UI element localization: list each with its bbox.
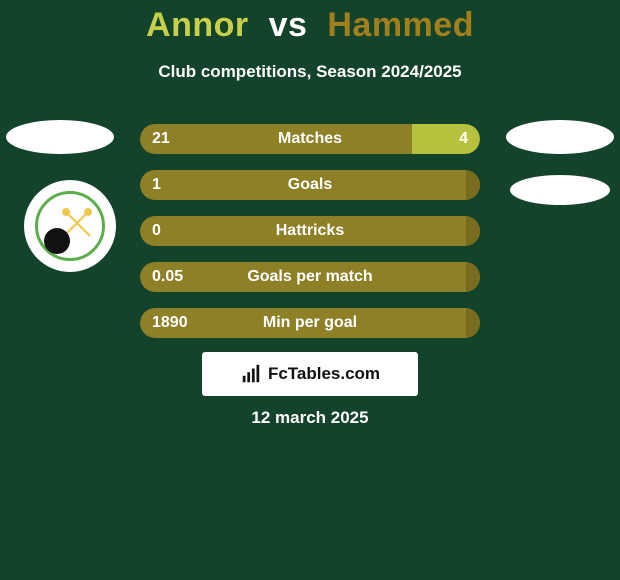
player1-avatar: [6, 120, 114, 154]
stat-value-left: 1: [152, 170, 161, 200]
chart-icon: [240, 363, 262, 385]
stat-row: Goals per match0.05: [140, 262, 480, 292]
stat-row: Min per goal1890: [140, 308, 480, 338]
date-text: 12 march 2025: [0, 408, 620, 428]
stat-value-left: 21: [152, 124, 170, 154]
player1-name: Annor: [146, 6, 249, 44]
subtitle: Club competitions, Season 2024/2025: [0, 62, 620, 82]
brand-badge: FcTables.com: [202, 352, 418, 396]
stat-label: Min per goal: [140, 308, 480, 338]
stat-value-left: 0: [152, 216, 161, 246]
player1-club-emblem: [24, 180, 116, 272]
stat-row: Goals1: [140, 170, 480, 200]
brand-text: FcTables.com: [268, 364, 380, 384]
stat-label: Goals per match: [140, 262, 480, 292]
player2-avatar: [506, 120, 614, 154]
stat-value-right: 4: [459, 124, 468, 154]
page-title: Annor vs Hammed: [0, 6, 620, 45]
stat-bars: Matches21 4 Goals1 Hattricks0 Goals per matc…: [140, 124, 480, 354]
title-vs: vs: [269, 6, 308, 44]
stat-row: Hattricks0: [140, 216, 480, 246]
stat-label: Matches: [140, 124, 480, 154]
stat-value-left: 0.05: [152, 262, 183, 292]
stat-label: Goals: [140, 170, 480, 200]
emblem-ball-icon: [44, 228, 70, 254]
player2-club-emblem: [510, 175, 610, 205]
stat-row: Matches21 4: [140, 124, 480, 154]
stat-value-left: 1890: [152, 308, 188, 338]
stat-label: Hattricks: [140, 216, 480, 246]
comparison-card: Annor vs Hammed Club competitions, Seaso…: [0, 0, 620, 580]
player2-name: Hammed: [327, 6, 474, 44]
emblem-inner: [35, 191, 105, 261]
